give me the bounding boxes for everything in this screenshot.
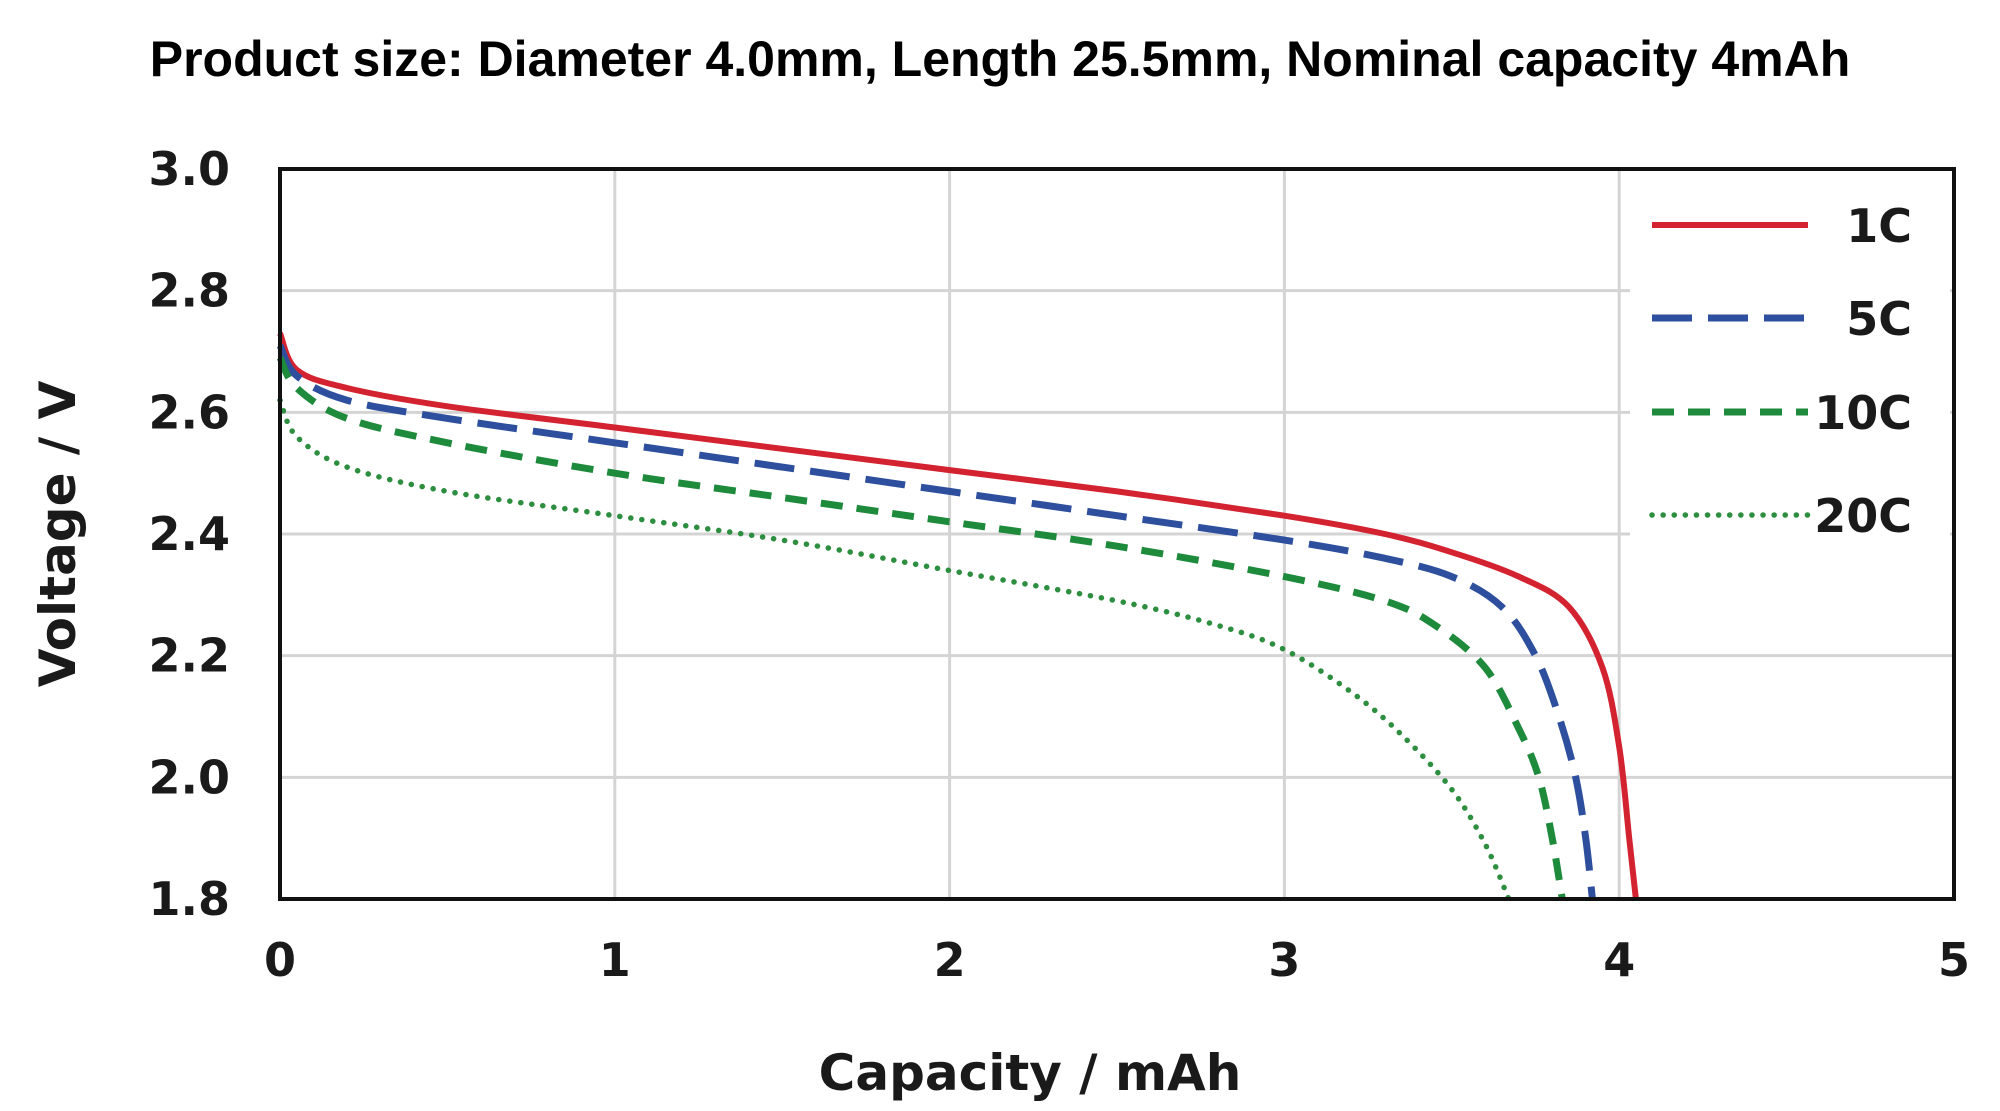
series-line-5c (276, 343, 1596, 900)
x-tick-label: 1 (599, 933, 631, 987)
x-axis-label: Capacity / mAh (819, 1044, 1242, 1102)
y-tick-label: 1.8 (149, 872, 231, 926)
y-axis-label: Voltage / V (29, 380, 87, 687)
legend-label: 5C (1846, 292, 1912, 346)
y-tick-label: 3.0 (149, 142, 231, 196)
y-tick-label: 2.6 (149, 385, 231, 439)
legend-label: 20C (1814, 489, 1912, 543)
legend-item-1c: 1C (1652, 199, 1912, 253)
y-tick-label: 2.8 (149, 264, 231, 318)
legend-item-20c: 20C (1649, 489, 1912, 543)
x-tick-label: 3 (1268, 933, 1300, 987)
legend-item-5c: 5C (1652, 292, 1912, 346)
x-axis-ticks: 0 1 2 3 4 5 (264, 933, 1970, 987)
x-tick-label: 0 (264, 933, 296, 987)
x-tick-label: 4 (1603, 933, 1635, 987)
y-tick-label: 2.2 (149, 629, 231, 683)
legend-background (1630, 190, 1950, 550)
legend: 1C 5C 10C 20C (1630, 190, 1950, 550)
plot-area-frame (278, 167, 1956, 901)
x-tick-label: 2 (934, 933, 966, 987)
y-axis-ticks: 1.8 2.0 2.2 2.4 2.6 2.8 3.0 (149, 142, 231, 926)
legend-item-10c: 10C (1652, 386, 1912, 440)
legend-items: 1C 5C 10C 20C (1649, 199, 1912, 543)
series-line-10c (276, 355, 1566, 900)
legend-label: 1C (1846, 199, 1912, 253)
x-tick-label: 5 (1938, 933, 1970, 987)
series-line-1c (277, 332, 1639, 900)
y-tick-label: 2.0 (149, 750, 231, 804)
series-lines (276, 332, 1639, 902)
legend-label: 10C (1814, 386, 1912, 440)
y-tick-label: 2.4 (149, 507, 231, 561)
chart-title: Product size: Diameter 4.0mm, Length 25.… (150, 31, 1851, 87)
